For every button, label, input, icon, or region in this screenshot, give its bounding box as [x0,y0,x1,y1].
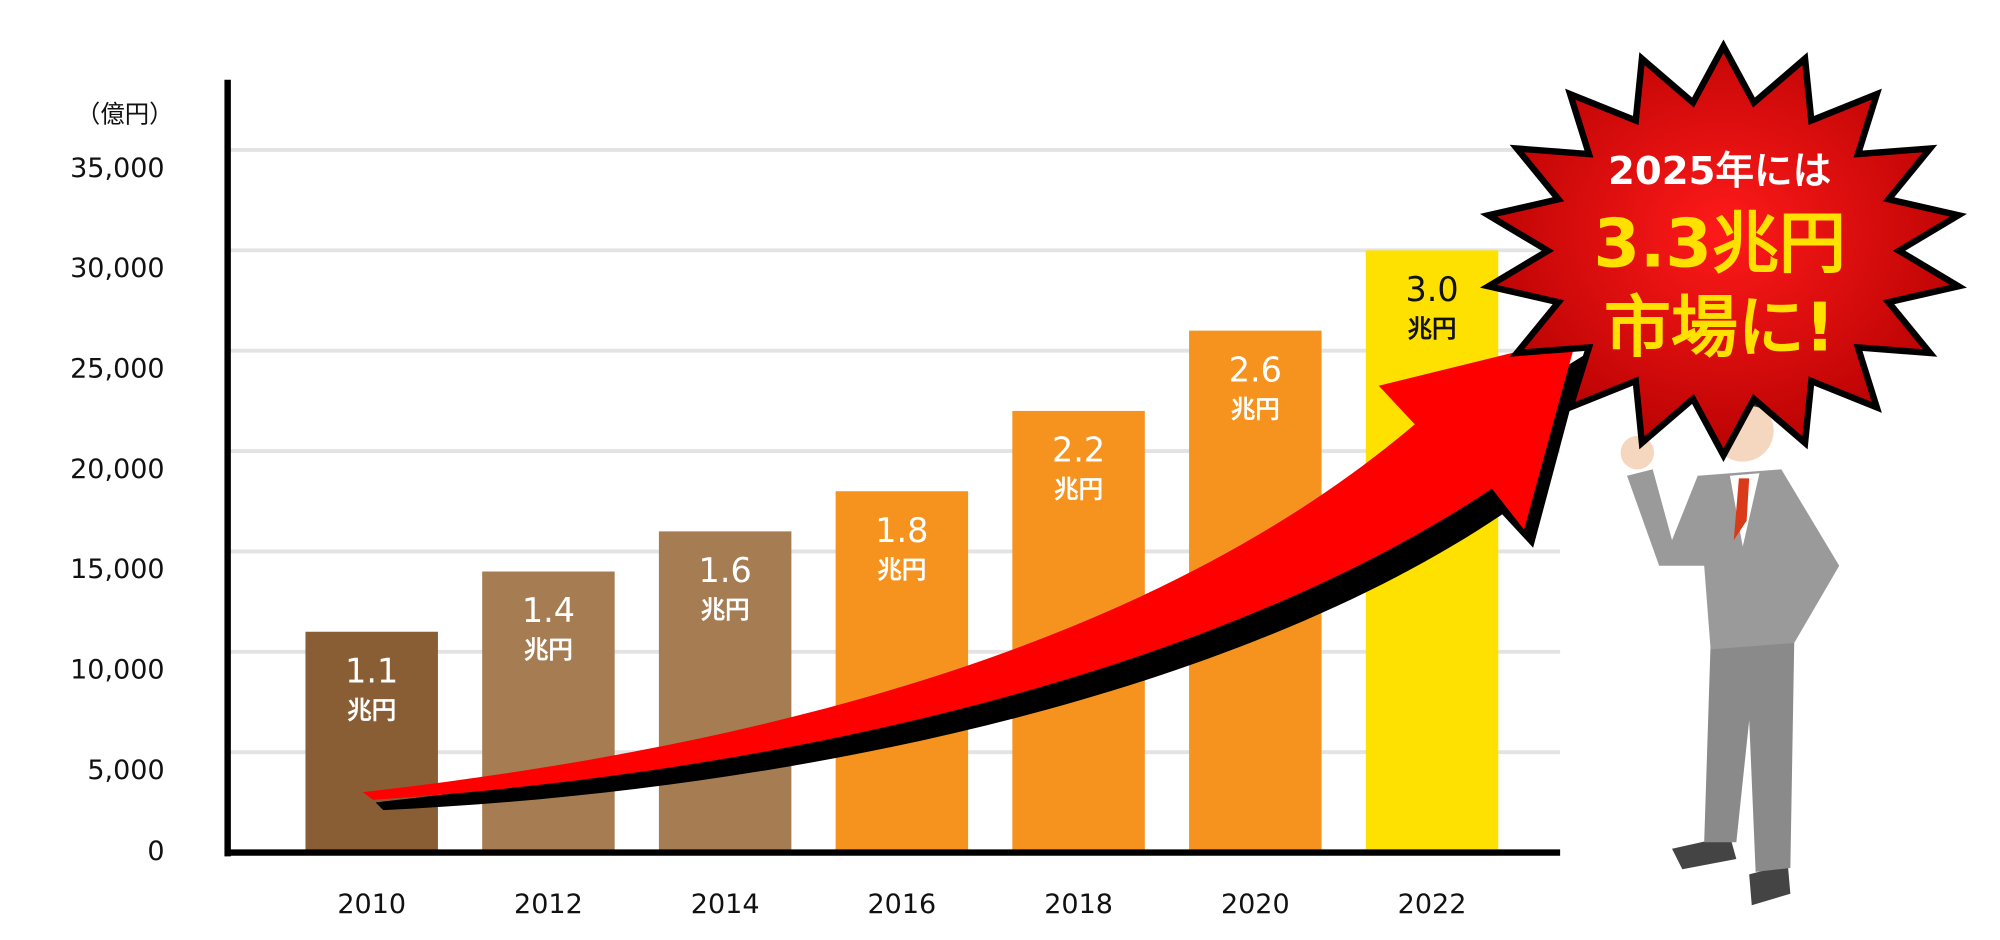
annotation: 市場に! [1604,288,1835,366]
y-tick-label: 35,000 [70,153,164,184]
trend-arrow [362,336,1585,811]
y-tick-label: 25,000 [70,354,164,385]
bar [305,631,438,853]
value-label: 1.4 [522,591,575,630]
annotation: 2025年には [1608,149,1831,194]
y-tick-label: 0 [147,836,164,867]
value-label: 2.2 [1052,431,1105,470]
y-axis-label: （億円） [76,100,174,129]
x-tick-label: 2012 [514,889,583,920]
bar [482,571,615,853]
x-tick-label: 2014 [691,889,760,920]
y-tick-label: 5,000 [87,755,164,786]
value-unit: 兆円 [1408,314,1457,343]
value-unit: 兆円 [524,635,573,664]
value-label: 1.1 [345,651,398,690]
x-tick-label: 2010 [337,889,406,920]
value-label: 1.8 [875,511,928,550]
x-tick-label: 2020 [1221,889,1290,920]
value-unit: 兆円 [877,555,926,584]
x-tick-label: 2016 [868,889,937,920]
burst [1479,39,1967,462]
x-tick-label: 2018 [1044,889,1113,920]
y-tick-label: 15,000 [70,554,164,585]
value-unit: 兆円 [701,595,750,624]
bar [835,491,969,853]
value-unit: 兆円 [1231,394,1280,423]
value-unit: 兆円 [347,695,396,724]
annotation: 3.3兆円 [1594,205,1846,283]
x-tick-label: 2022 [1398,889,1467,920]
value-unit: 兆円 [1054,475,1103,504]
businessman [1620,394,1840,906]
value-label: 1.6 [699,551,752,590]
value-label: 2.6 [1229,350,1282,389]
bar [658,531,792,853]
value-label: 3.0 [1405,270,1458,309]
y-tick-label: 10,000 [70,655,164,686]
y-tick-label: 30,000 [70,253,164,284]
y-tick-label: 20,000 [70,454,164,485]
